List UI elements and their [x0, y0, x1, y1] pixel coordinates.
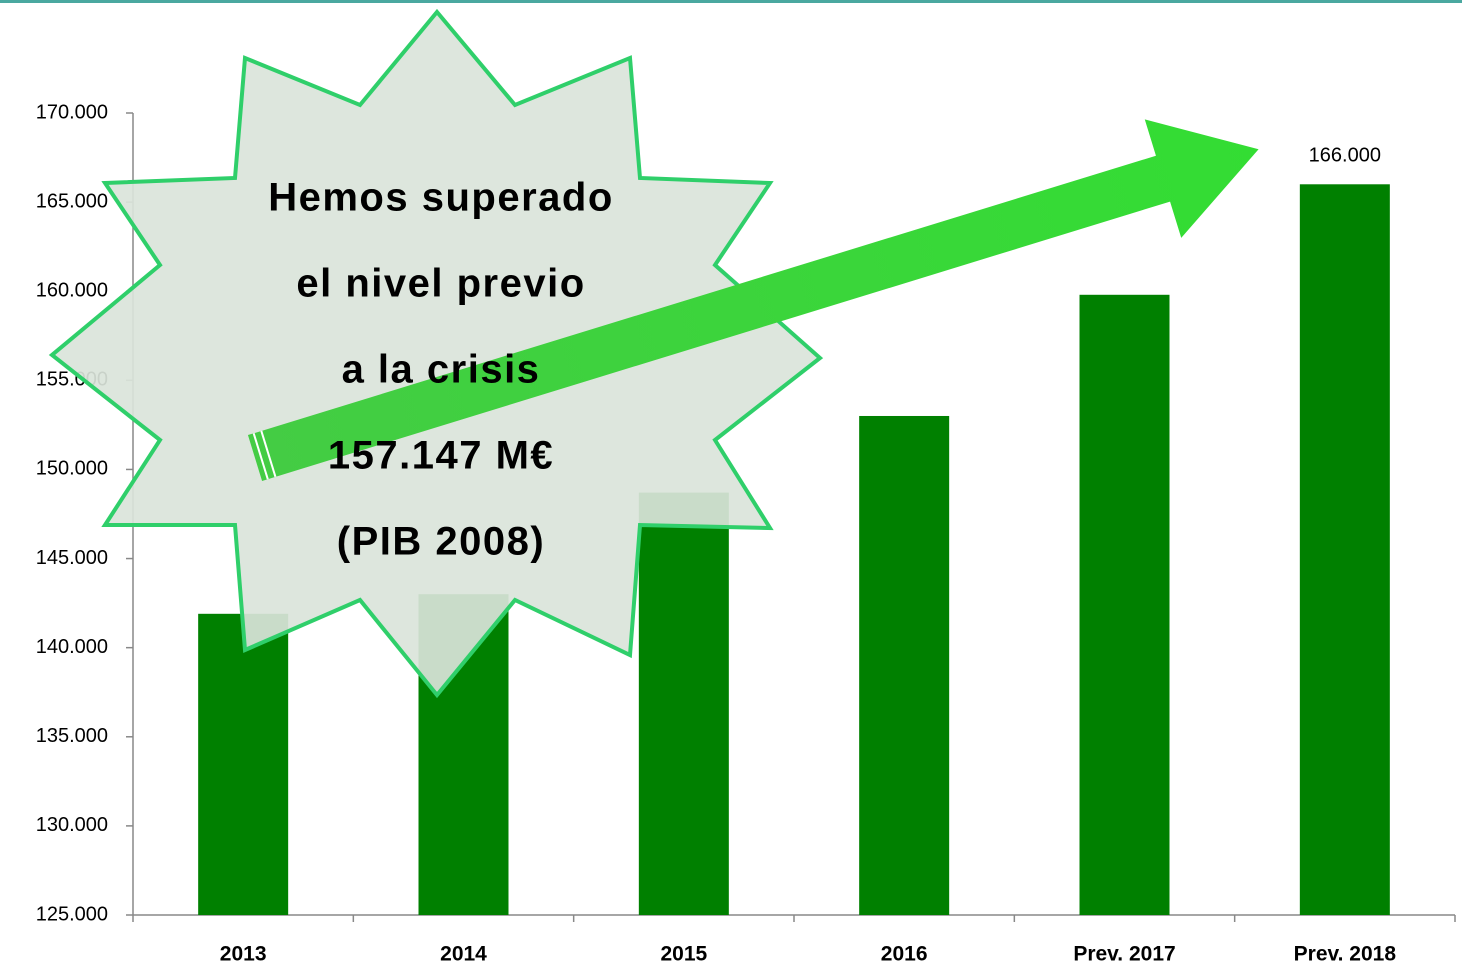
- y-tick-label: 145.000: [36, 547, 108, 569]
- y-tick-label: 150.000: [36, 458, 108, 480]
- y-tick-label: 170.000: [36, 101, 108, 123]
- annotation-line: 157.147 M€: [328, 434, 554, 478]
- annotation-line: el nivel previo: [296, 262, 585, 306]
- y-tick-label: 135.000: [36, 725, 108, 747]
- bar: [638, 492, 729, 915]
- y-tick-label: 130.000: [36, 814, 108, 836]
- x-tick-label: 2014: [440, 943, 487, 966]
- trend-arrow: [247, 119, 1259, 481]
- x-tick-label: 2013: [220, 943, 267, 966]
- bar: [859, 415, 950, 915]
- annotation: Hemos superado el nivel previo a la crisis…: [268, 176, 614, 564]
- bars: 125.000 130.000 135.000 140.000 145.000 150.0…: [36, 101, 1456, 966]
- annotation-line: (PIB 2008): [337, 520, 545, 564]
- starburst: [48, 8, 824, 699]
- bar: [1299, 184, 1390, 916]
- bar: [198, 613, 289, 915]
- y-tick-label: 165.000: [36, 190, 108, 212]
- value-label: 166.000: [1309, 145, 1381, 167]
- y-tick-label: 140.000: [36, 636, 108, 658]
- annotation-line: Hemos superado: [268, 176, 614, 220]
- x-tick-label: 2016: [881, 943, 928, 966]
- y-tick-label: 125.000: [36, 903, 108, 925]
- bar: [1079, 294, 1170, 916]
- annotation-line: a la crisis: [342, 348, 541, 392]
- x-tick-label: Prev. 2018: [1294, 943, 1397, 966]
- y-tick-label: 160.000: [36, 280, 108, 302]
- x-tick-label: Prev. 2017: [1073, 943, 1175, 966]
- x-tick-label: 2015: [660, 943, 707, 966]
